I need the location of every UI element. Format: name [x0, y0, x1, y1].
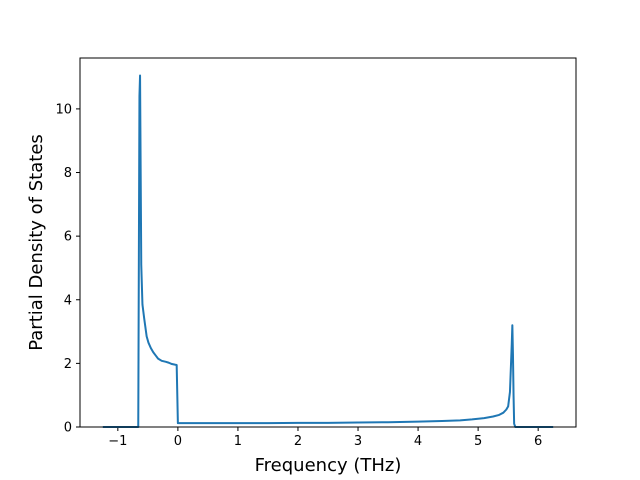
- x-tick-label: 0: [174, 434, 182, 449]
- y-tick-label: 4: [64, 293, 72, 308]
- y-tick-label: 8: [64, 166, 72, 181]
- x-tick-label: −1: [108, 434, 127, 449]
- x-tick-label: 5: [474, 434, 482, 449]
- x-tick-label: 1: [234, 434, 242, 449]
- y-tick-label: 0: [64, 421, 72, 436]
- x-tick-label: 3: [354, 434, 362, 449]
- y-tick-label: 6: [64, 230, 72, 245]
- tick-layer: −1 0 1 2 3 4 5 6 0 2 4 6 8 10: [55, 102, 542, 449]
- x-tick-label: 2: [294, 434, 302, 449]
- series-layer: [102, 74, 554, 428]
- series-line-0: [102, 74, 554, 428]
- y-tick-label: 10: [55, 102, 72, 117]
- plot-frame: [79, 57, 577, 428]
- x-axis-label: Frequency (THz): [255, 455, 402, 476]
- x-tick-label: 6: [534, 434, 542, 449]
- y-tick-label: 2: [64, 357, 72, 372]
- x-tick-label: 4: [414, 434, 422, 449]
- y-axis-label: Partial Density of States: [26, 134, 47, 351]
